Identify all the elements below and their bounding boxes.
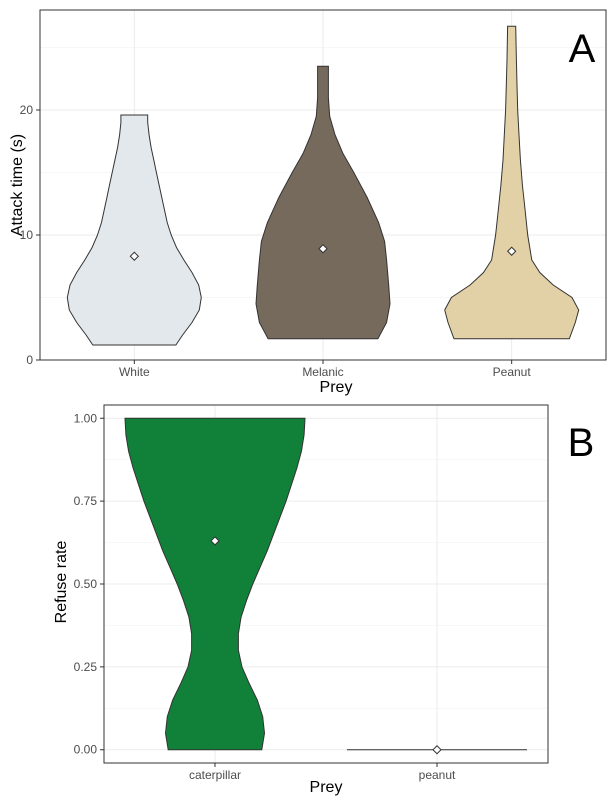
y-tick-label: 0.25: [74, 660, 98, 674]
y-tick-label: 0.00: [74, 743, 98, 757]
panel-b-violins: [124, 417, 527, 755]
panel-a-x-axis-title: Prey: [320, 379, 353, 396]
mean-point-white: [129, 251, 140, 261]
mean-point-peanut: [506, 246, 517, 256]
panel-a-x-ticks: White Melanic Peanut: [119, 360, 531, 379]
panel-a-letter: A: [569, 27, 596, 71]
mean-point-peanut: [432, 745, 442, 755]
panel-b-y-ticks: 0.00 0.25 0.50 0.75 1.00: [74, 411, 104, 757]
panel-a-violins: [66, 25, 580, 346]
panel-a-attack-time: 0 10 20 White Melanic Peanut Prey Attack tim…: [9, 9, 607, 396]
y-tick-label: 1.00: [74, 411, 98, 425]
panel-b-x-axis-title: Prey: [310, 779, 343, 796]
mean-point-melanic: [318, 244, 328, 254]
y-tick-label: 0.75: [74, 494, 98, 508]
x-tick-label: caterpillar: [189, 768, 241, 782]
y-tick-label: 10: [20, 228, 34, 242]
y-tick-label: 0.50: [74, 577, 98, 591]
x-tick-label: Melanic: [302, 365, 343, 379]
x-tick-label: peanut: [419, 768, 456, 782]
violin-white: [66, 114, 202, 346]
violin-caterpillar: [124, 417, 306, 751]
violin-melanic: [255, 65, 391, 340]
panel-a-y-axis-title: Attack time (s): [9, 134, 26, 236]
y-tick-label: 20: [20, 103, 34, 117]
panel-b-letter: B: [568, 421, 595, 465]
x-tick-label: Peanut: [493, 365, 532, 379]
y-tick-label: 0: [26, 353, 33, 367]
panel-b-x-ticks: caterpillar peanut: [189, 763, 456, 782]
panel-b-y-axis-title: Refuse rate: [53, 541, 70, 624]
panel-b-refuse-rate: 0.00 0.25 0.50 0.75 1.00 caterpillar peanut P…: [53, 404, 595, 796]
violin-peanut: [444, 25, 580, 340]
x-tick-label: White: [119, 365, 150, 379]
mean-point-caterpillar: [210, 536, 220, 546]
panel-a-y-ticks: 0 10 20: [20, 103, 40, 367]
